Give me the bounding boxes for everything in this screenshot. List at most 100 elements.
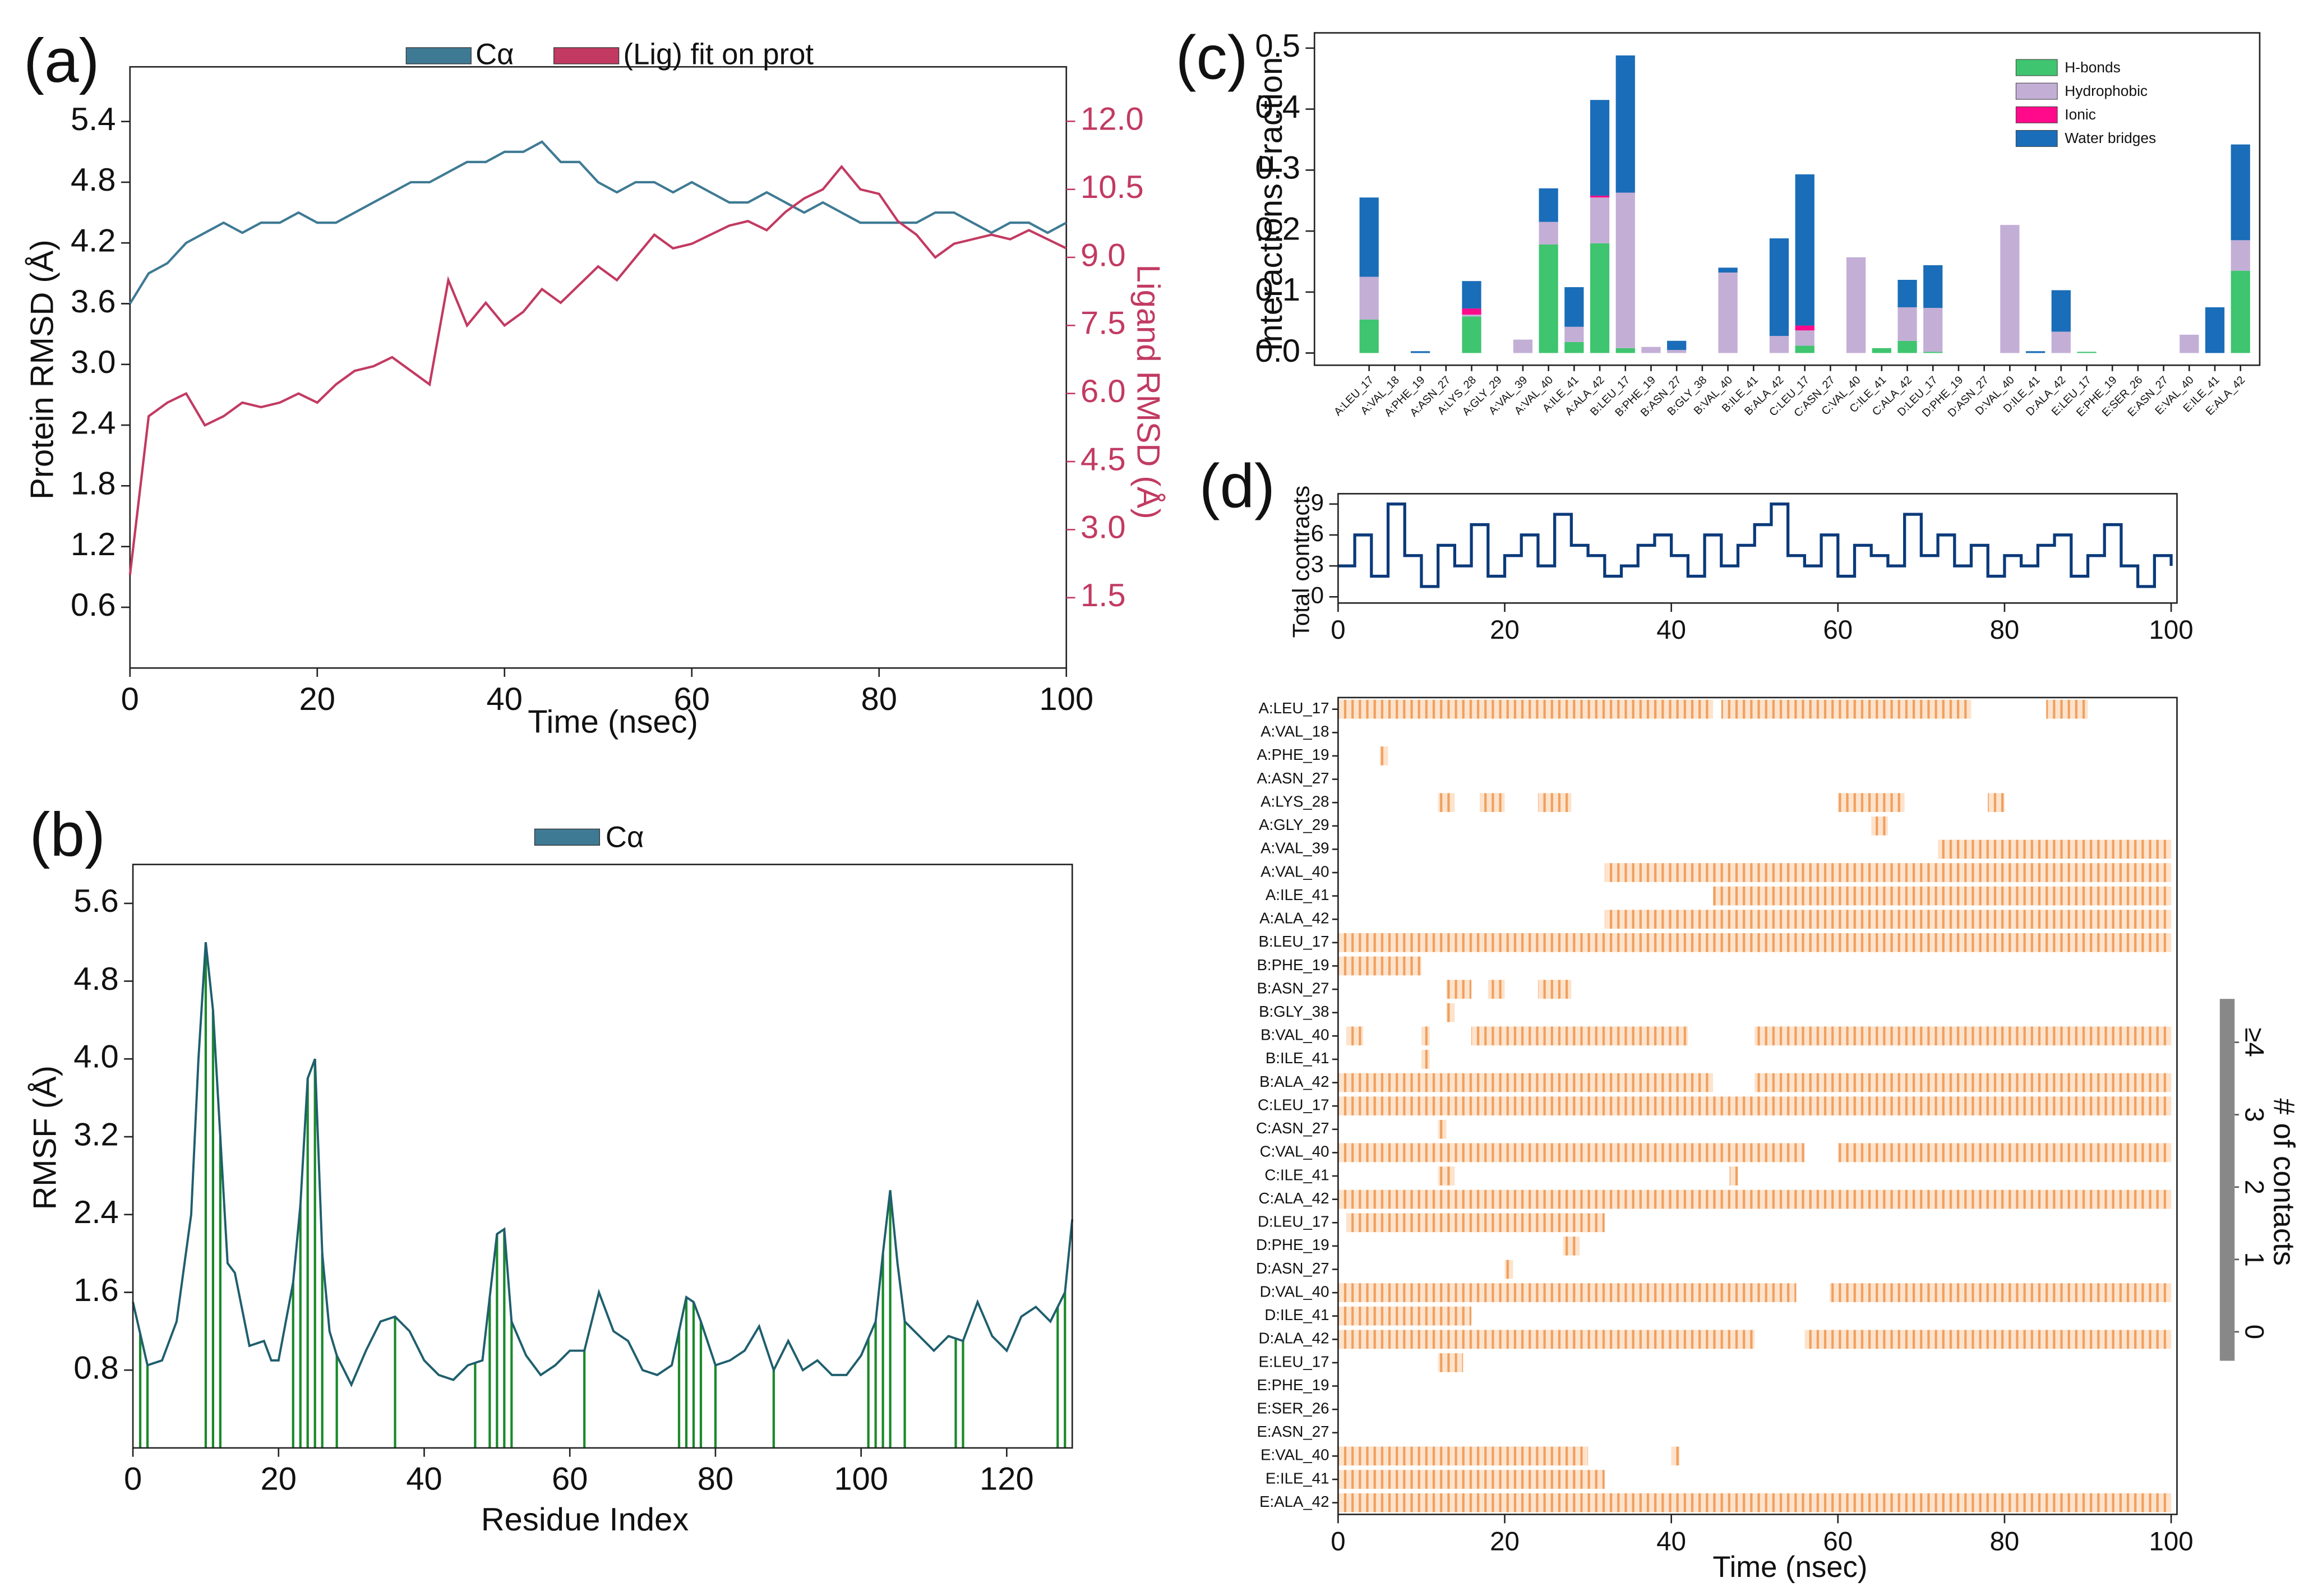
row-label: B:ILE_41	[1266, 1049, 1329, 1067]
y-tick-label: 9	[1311, 489, 1324, 515]
y-tick-label: 0.0	[1255, 333, 1300, 369]
bar-segment	[1846, 257, 1866, 353]
legend-swatch	[405, 47, 472, 64]
x-tick-label: 0	[124, 1461, 142, 1497]
y-axis-label: Protein RMSD (Å)	[24, 239, 60, 500]
x-tick-label: 80	[1990, 615, 2020, 645]
row-label: D:ILE_41	[1264, 1306, 1329, 1323]
y-tick-label: 10.5	[1081, 169, 1144, 205]
row-label: D:LEU_17	[1258, 1213, 1329, 1230]
rmsd-line	[128, 140, 1067, 305]
bar-segment	[1872, 348, 1891, 353]
bar-segment	[1359, 319, 1379, 353]
bar-segment	[1795, 325, 1814, 331]
bar-segment	[1641, 347, 1661, 353]
contact-segment	[1446, 980, 1472, 999]
bar-segment	[1615, 192, 1635, 348]
contact-segment	[1438, 1353, 1463, 1372]
contact-segment	[1488, 980, 1505, 999]
row-label: E:VAL_40	[1260, 1446, 1329, 1464]
panel-label: (c)	[1176, 23, 1248, 92]
x-tick-label: 0	[121, 681, 139, 717]
contact-segment	[1338, 1330, 1755, 1349]
bar-segment	[1462, 314, 1481, 317]
row-label: C:LEU_17	[1258, 1096, 1329, 1113]
bar-segment	[1667, 350, 1687, 353]
row-label: A:ALA_42	[1259, 910, 1329, 927]
contact-segment	[1421, 1050, 1430, 1069]
bar-segment	[2231, 270, 2250, 353]
y-tick-label: 9.0	[1081, 237, 1126, 273]
row-label: E:PHE_19	[1257, 1376, 1329, 1394]
row-label: A:VAL_40	[1260, 862, 1329, 880]
bar-segment	[1513, 339, 1533, 353]
colorbar-tick-label: 3	[2239, 1108, 2269, 1122]
rmsf-line	[132, 942, 1074, 1387]
y-axis-label: RMSF (Å)	[27, 1065, 63, 1210]
row-label: B:ALA_42	[1259, 1073, 1329, 1090]
contact-segment	[1479, 793, 1505, 813]
y-tick-label: 4.8	[73, 961, 119, 997]
y-tick-label: 3.2	[73, 1117, 119, 1152]
y2-axis-label: Ligand RMSD (Å)	[1130, 265, 1166, 519]
bar-segment	[1359, 197, 1379, 277]
bar-segment	[1718, 272, 1738, 353]
x-tick-label: 20	[299, 681, 335, 717]
row-label: B:LEU_17	[1259, 933, 1329, 950]
colorbar-tick-label: 2	[2239, 1180, 2269, 1194]
colorbar-tick-label: ≥4	[2239, 1027, 2269, 1057]
contact-segment	[1829, 1283, 2172, 1302]
y-tick-label: 7.5	[1081, 306, 1126, 342]
row-label: C:ILE_41	[1264, 1166, 1329, 1183]
contact-segment	[1604, 863, 2172, 882]
contact-segment	[1338, 1189, 2172, 1209]
contact-segment	[2046, 699, 2088, 719]
bar-segment	[2231, 240, 2250, 271]
y-tick-label: 2.4	[73, 1194, 119, 1230]
row-label: B:PHE_19	[1257, 956, 1329, 974]
contact-segment	[1338, 1446, 1589, 1466]
x-tick-label: 100	[1039, 681, 1093, 717]
contact-segment	[1338, 1096, 2172, 1116]
contacts-line	[1338, 502, 2173, 588]
x-tick-label: 100	[2149, 1526, 2194, 1556]
contact-segment	[1446, 1003, 1455, 1022]
bar-segment	[1462, 308, 1481, 315]
contact-segment	[1421, 1026, 1430, 1046]
contact-segment	[1754, 1073, 2172, 1092]
row-label: D:PHE_19	[1256, 1236, 1329, 1253]
bar-segment	[1795, 174, 1814, 326]
legend-label: (Lig) fit on prot	[624, 38, 814, 71]
row-label: C:VAL_40	[1260, 1143, 1329, 1160]
row-label: A:ASN_27	[1257, 769, 1329, 787]
plot-frame	[129, 66, 1068, 669]
contact-segment	[1338, 933, 2172, 952]
colorbar	[2219, 999, 2235, 1361]
y-tick-label: 2.4	[71, 405, 116, 441]
row-label: A:LYS_28	[1260, 792, 1329, 810]
y-tick-label: 0.6	[71, 587, 116, 623]
bar-segment	[1359, 276, 1379, 320]
contact-segment	[1338, 956, 1421, 976]
bar-segment	[2025, 351, 2046, 353]
x-tick-label: 40	[1656, 615, 1686, 645]
x-tick-label: 60	[1823, 1526, 1853, 1556]
y-tick-label: 0.3	[1255, 150, 1300, 186]
y-tick-label: 0.5	[1255, 28, 1300, 64]
y-tick-label: 6.0	[1081, 373, 1126, 409]
row-label: A:VAL_18	[1260, 723, 1329, 740]
x-tick-label: 60	[1823, 615, 1853, 645]
y-tick-label: 1.5	[1081, 578, 1126, 614]
contact-segment	[1338, 1143, 1805, 1163]
bar-segment	[1539, 244, 1558, 353]
row-label: A:ILE_41	[1266, 886, 1329, 903]
row-label: B:VAL_40	[1260, 1026, 1329, 1044]
y-tick-label: 4.0	[73, 1039, 119, 1075]
contact-segment	[1837, 1143, 2172, 1163]
legend-swatch	[534, 828, 601, 846]
contact-segment	[1729, 1166, 1738, 1186]
x-tick-label: 80	[1990, 1526, 2020, 1556]
contact-segment	[1537, 793, 1572, 813]
y-tick-label: 3.0	[71, 344, 116, 380]
bar-segment	[1564, 287, 1584, 327]
